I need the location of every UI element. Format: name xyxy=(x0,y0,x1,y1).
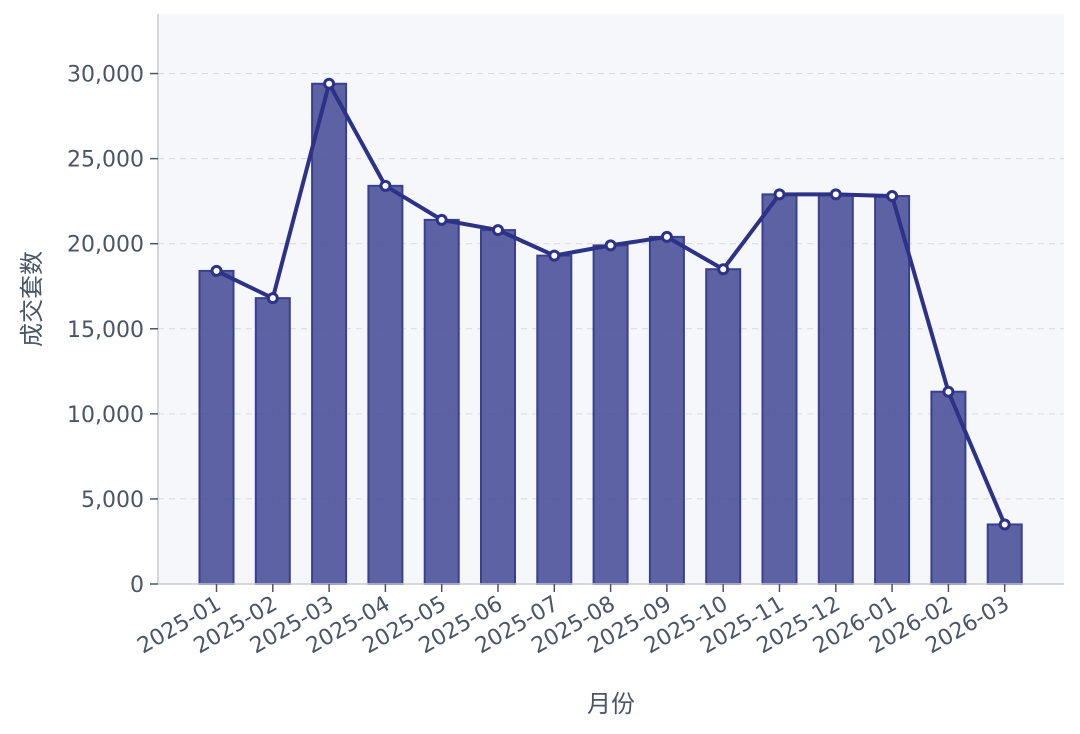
y-tick-label: 5,000 xyxy=(81,488,144,513)
bar xyxy=(930,390,967,586)
bar xyxy=(311,82,348,585)
y-tick-label: 25,000 xyxy=(67,148,144,173)
x-axis-ticks: 2025-012025-022025-032025-042025-052025-… xyxy=(133,584,1014,659)
data-point xyxy=(717,263,730,276)
bar xyxy=(423,218,460,586)
bar xyxy=(874,195,911,586)
data-point xyxy=(829,188,842,201)
bar xyxy=(761,193,798,585)
bar xyxy=(705,268,742,585)
data-point xyxy=(210,264,223,277)
data-point xyxy=(548,249,561,262)
y-axis-ticks: 0 5,000 10,000 15,000 20,000 25,000 30,000 xyxy=(67,63,158,598)
y-tick-label: 15,000 xyxy=(67,318,144,343)
bar xyxy=(592,244,629,585)
data-point xyxy=(323,77,336,90)
bars xyxy=(198,82,1023,586)
bar xyxy=(986,523,1023,585)
bar xyxy=(198,269,235,585)
y-axis-title: 成交套数 xyxy=(18,251,46,347)
bar xyxy=(648,235,685,586)
data-point xyxy=(773,188,786,201)
y-tick-label: 20,000 xyxy=(67,233,144,258)
y-tick-label: 10,000 xyxy=(67,403,144,428)
bar xyxy=(536,254,573,585)
data-point xyxy=(379,179,392,192)
data-point xyxy=(492,224,504,237)
data-point xyxy=(942,385,955,398)
points xyxy=(210,77,1011,531)
bar xyxy=(817,193,854,585)
data-point xyxy=(998,518,1011,531)
bar xyxy=(367,184,404,586)
data-point xyxy=(886,190,899,203)
data-point xyxy=(435,213,448,226)
x-axis-title: 月份 xyxy=(587,690,635,718)
bar xyxy=(480,229,516,586)
bar xyxy=(254,297,291,585)
y-tick-label: 0 xyxy=(130,573,144,598)
data-point xyxy=(266,292,279,305)
y-tick-label: 30,000 xyxy=(67,63,144,88)
data-point xyxy=(604,239,617,252)
data-point xyxy=(660,230,673,243)
